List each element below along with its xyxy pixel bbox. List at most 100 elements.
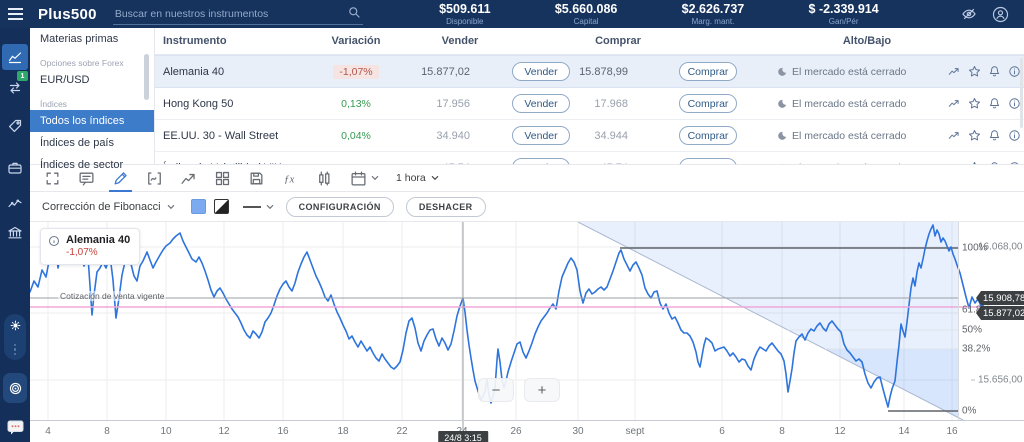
favorite-star-icon[interactable] bbox=[965, 88, 983, 119]
time-axis-label: 14 bbox=[898, 426, 910, 437]
alert-bell-icon[interactable] bbox=[985, 88, 1003, 119]
instrument-search bbox=[112, 4, 363, 25]
target-button[interactable] bbox=[3, 373, 27, 403]
instrument-name: Índice de Volatilidad VIX bbox=[163, 152, 282, 165]
activity-nav-icon[interactable] bbox=[0, 190, 30, 216]
instrument-row[interactable]: Índice de Volatilidad VIX -0,57% 45.54 V… bbox=[155, 152, 1024, 164]
line-style-sample bbox=[242, 205, 261, 208]
menu-icon[interactable] bbox=[0, 0, 30, 28]
chart-instrument-name: Alemania 40 bbox=[66, 234, 131, 246]
price-axis: 100% 61.8% 50% 38.2% 0% 16.068,00 15.656,00 15.… bbox=[958, 222, 1024, 420]
instrument-row[interactable]: EE.UU. 30 - Wall Street 0,04% 34.940 Ven… bbox=[155, 120, 1024, 152]
trade-nav-icon[interactable]: 1 bbox=[0, 70, 30, 101]
time-axis-label: 12 bbox=[834, 426, 846, 437]
calendar-icon[interactable] bbox=[350, 165, 379, 191]
time-axis-label: 4 bbox=[45, 426, 51, 437]
instrument-row[interactable]: Hong Kong 50 0,13% 17.956 Vender 17.968 … bbox=[155, 88, 1024, 120]
info-icon[interactable] bbox=[48, 235, 60, 247]
info-icon[interactable] bbox=[1005, 120, 1023, 151]
info-icon[interactable] bbox=[1005, 56, 1023, 87]
candles-icon[interactable] bbox=[316, 165, 333, 191]
indicators-icon[interactable]: ƒx bbox=[282, 165, 299, 191]
change-percent: -0,57% bbox=[339, 162, 372, 165]
stat-label: Marg. mant. bbox=[691, 16, 735, 26]
hide-balances-icon[interactable] bbox=[961, 6, 977, 22]
sell-button[interactable]: Vender bbox=[512, 126, 570, 145]
menu-scrollbar[interactable] bbox=[144, 54, 149, 100]
stat-value: $ -2.339.914 bbox=[808, 2, 879, 17]
target-icon[interactable] bbox=[0, 373, 30, 403]
save-icon[interactable] bbox=[248, 165, 265, 191]
alert-bell-icon[interactable] bbox=[985, 120, 1003, 151]
stat-label: Disponible bbox=[446, 16, 484, 26]
buy-price: 45.74 bbox=[548, 152, 628, 165]
draw-icon[interactable] bbox=[109, 165, 132, 192]
tags-nav-icon[interactable] bbox=[0, 113, 30, 139]
info-icon[interactable] bbox=[1005, 152, 1023, 164]
sidebar-item-eur-usd[interactable]: EUR/USD bbox=[40, 74, 90, 86]
time-axis-label: 22 bbox=[396, 426, 408, 437]
support-chat-icon[interactable] bbox=[0, 414, 30, 440]
drawing-tool-name: Corrección de Fibonacci bbox=[42, 200, 161, 213]
sidebar-item--ndices-de-pa-s[interactable]: Índices de país bbox=[40, 137, 114, 149]
price-alert-icon[interactable] bbox=[945, 152, 963, 164]
layout-icon[interactable] bbox=[214, 165, 231, 191]
time-axis-label: 16 bbox=[277, 426, 289, 437]
sell-button[interactable]: Vender bbox=[512, 94, 570, 113]
price-axis-label: 16.068,00 bbox=[971, 242, 1023, 253]
annotation-icon[interactable] bbox=[78, 165, 95, 191]
sell-button[interactable]: Vender bbox=[512, 62, 570, 81]
sell-price: 17.956 bbox=[436, 97, 470, 110]
col-change: Variación bbox=[331, 35, 381, 47]
table-scrollbar[interactable] bbox=[1020, 58, 1023, 128]
zoom-in-button[interactable]: + bbox=[524, 378, 560, 402]
buy-button[interactable]: Comprar bbox=[679, 62, 737, 81]
sidebar-item--ndices-de-sector[interactable]: Índices de sector bbox=[40, 159, 124, 171]
trend-icon[interactable] bbox=[180, 165, 197, 191]
change-percent: 0,13% bbox=[341, 97, 371, 110]
search-input[interactable] bbox=[112, 5, 363, 25]
stat-label: Capital bbox=[573, 16, 599, 26]
buy-price: 17.968 bbox=[594, 97, 628, 110]
instrument-row[interactable]: Alemania 40 -1,07% 15.877,02 Vender 15.8… bbox=[155, 55, 1024, 88]
stat-value: $509.611 bbox=[439, 2, 491, 17]
price-alert-icon[interactable] bbox=[945, 88, 963, 119]
buy-button[interactable]: Comprar bbox=[679, 94, 737, 113]
alert-bell-icon[interactable] bbox=[985, 152, 1003, 164]
portfolio-nav-icon[interactable] bbox=[0, 155, 30, 181]
buy-price: 15.878,99 bbox=[579, 65, 628, 78]
table-header: Instrumento Variación Vender Comprar Alt… bbox=[155, 28, 1024, 55]
price-alert-icon[interactable] bbox=[945, 120, 963, 151]
col-high-low: Alto/Bajo bbox=[842, 35, 892, 47]
favorite-star-icon[interactable] bbox=[965, 120, 983, 151]
fill-color-swatch[interactable] bbox=[190, 199, 206, 214]
zoom-out-button[interactable]: − bbox=[478, 378, 514, 402]
time-axis-label: 30 bbox=[572, 426, 584, 437]
chart-type-icon[interactable] bbox=[146, 165, 163, 191]
theme-toggle[interactable] bbox=[0, 314, 30, 360]
charts-nav-icon[interactable] bbox=[2, 44, 28, 70]
chevron-down-icon bbox=[266, 204, 274, 209]
sidebar-item-todos-los-ndices[interactable]: Todos los índices bbox=[30, 110, 154, 132]
line-color-swatch[interactable] bbox=[213, 199, 229, 214]
drawing-tool-select[interactable]: Corrección de Fibonacci bbox=[42, 201, 175, 213]
alert-bell-icon[interactable] bbox=[985, 56, 1003, 87]
configuration-button[interactable]: CONFIGURACIÓN bbox=[285, 196, 394, 217]
sidebar-item-materias-primas[interactable]: Materias primas bbox=[40, 33, 119, 45]
fullscreen-icon[interactable] bbox=[44, 165, 61, 191]
buy-button[interactable]: Comprar bbox=[679, 126, 737, 145]
interval-select[interactable]: 1 hora bbox=[396, 172, 439, 184]
favorite-star-icon[interactable] bbox=[965, 152, 983, 164]
col-sell: Vender bbox=[441, 35, 479, 47]
search-icon[interactable] bbox=[348, 6, 361, 19]
bank-nav-icon[interactable] bbox=[0, 220, 30, 246]
undo-button[interactable]: DESHACER bbox=[405, 196, 486, 217]
price-alert-icon[interactable] bbox=[945, 56, 963, 87]
line-style-select[interactable] bbox=[242, 204, 274, 210]
info-icon[interactable] bbox=[1005, 88, 1023, 119]
favorite-star-icon[interactable] bbox=[965, 56, 983, 87]
price-chart[interactable]: Alemania 40 -1,07% Cotización de venta v… bbox=[30, 222, 1024, 442]
theme-toggle-pill[interactable] bbox=[4, 314, 26, 360]
support-icon[interactable] bbox=[992, 6, 1009, 23]
